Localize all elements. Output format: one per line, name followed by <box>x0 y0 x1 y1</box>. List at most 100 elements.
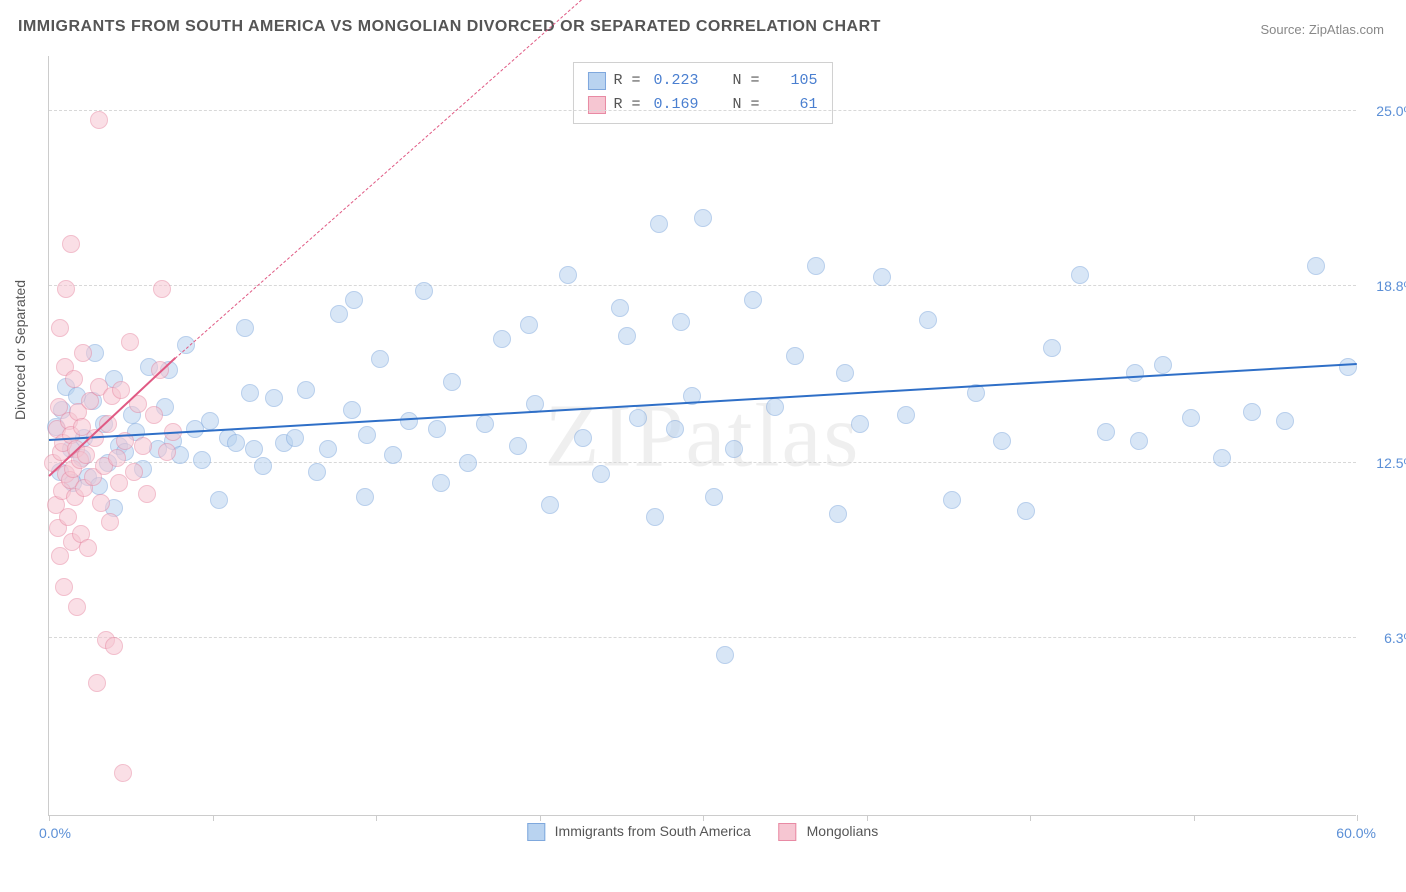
scatter-point-mongolians <box>74 344 92 362</box>
x-tick <box>867 815 868 821</box>
scatter-point-mongolians <box>110 474 128 492</box>
legend-label-1: Immigrants from South America <box>555 823 751 839</box>
scatter-point-south_america <box>343 401 361 419</box>
scatter-point-south_america <box>574 429 592 447</box>
stats-legend-box: R = 0.223 N = 105 R = 0.169 N = 61 <box>572 62 832 124</box>
x-tick <box>540 815 541 821</box>
scatter-point-mongolians <box>114 764 132 782</box>
scatter-point-south_america <box>201 412 219 430</box>
plot-area: ZIPatlas R = 0.223 N = 105 R = 0.169 N =… <box>48 56 1356 816</box>
y-tick-label: 6.3% <box>1361 630 1406 646</box>
scatter-point-south_america <box>705 488 723 506</box>
scatter-point-south_america <box>415 282 433 300</box>
scatter-point-south_america <box>744 291 762 309</box>
swatch-series-2 <box>587 96 605 114</box>
scatter-point-south_america <box>358 426 376 444</box>
y-axis-label: Divorced or Separated <box>12 280 28 420</box>
scatter-point-south_america <box>716 646 734 664</box>
scatter-point-south_america <box>443 373 461 391</box>
y-tick-label: 25.0% <box>1361 103 1406 119</box>
scatter-point-south_america <box>241 384 259 402</box>
scatter-point-south_america <box>618 327 636 345</box>
scatter-point-south_america <box>1182 409 1200 427</box>
scatter-point-south_america <box>1154 356 1172 374</box>
scatter-point-south_america <box>851 415 869 433</box>
x-tick <box>213 815 214 821</box>
scatter-point-mongolians <box>112 381 130 399</box>
scatter-point-south_america <box>1017 502 1035 520</box>
scatter-point-mongolians <box>88 674 106 692</box>
scatter-point-mongolians <box>51 547 69 565</box>
scatter-point-mongolians <box>105 637 123 655</box>
scatter-point-south_america <box>384 446 402 464</box>
scatter-point-south_america <box>897 406 915 424</box>
stats-r-value-1: 0.223 <box>648 69 698 93</box>
scatter-point-south_america <box>650 215 668 233</box>
scatter-point-south_america <box>1213 449 1231 467</box>
scatter-point-south_america <box>254 457 272 475</box>
scatter-point-south_america <box>766 398 784 416</box>
x-axis-max-label: 60.0% <box>1336 825 1376 841</box>
scatter-point-south_america <box>672 313 690 331</box>
stats-r-label: R = <box>613 93 640 117</box>
scatter-point-south_america <box>493 330 511 348</box>
scatter-point-south_america <box>836 364 854 382</box>
legend-item-1: Immigrants from South America <box>527 823 751 841</box>
stats-row-series-1: R = 0.223 N = 105 <box>587 69 817 93</box>
scatter-point-mongolians <box>138 485 156 503</box>
scatter-point-south_america <box>356 488 374 506</box>
stats-n-value-2: 61 <box>768 93 818 117</box>
scatter-point-south_america <box>592 465 610 483</box>
scatter-point-south_america <box>371 350 389 368</box>
scatter-point-south_america <box>428 420 446 438</box>
scatter-point-mongolians <box>55 578 73 596</box>
scatter-point-south_america <box>297 381 315 399</box>
scatter-point-south_america <box>476 415 494 433</box>
scatter-point-south_america <box>345 291 363 309</box>
bottom-legend: Immigrants from South America Mongolians <box>527 823 878 841</box>
x-tick <box>1030 815 1031 821</box>
scatter-point-mongolians <box>59 508 77 526</box>
scatter-point-south_america <box>873 268 891 286</box>
scatter-point-south_america <box>1130 432 1148 450</box>
scatter-point-south_america <box>400 412 418 430</box>
scatter-point-mongolians <box>68 598 86 616</box>
scatter-point-south_america <box>265 389 283 407</box>
stats-n-label: N = <box>733 69 760 93</box>
y-tick-label: 12.5% <box>1361 455 1406 471</box>
scatter-point-south_america <box>807 257 825 275</box>
chart-title: IMMIGRANTS FROM SOUTH AMERICA VS MONGOLI… <box>18 18 881 36</box>
trend-line <box>49 363 1357 441</box>
scatter-point-south_america <box>509 437 527 455</box>
scatter-point-mongolians <box>145 406 163 424</box>
scatter-point-south_america <box>177 336 195 354</box>
scatter-point-south_america <box>646 508 664 526</box>
scatter-point-south_america <box>541 496 559 514</box>
legend-label-2: Mongolians <box>807 823 879 839</box>
scatter-point-mongolians <box>134 437 152 455</box>
x-tick <box>703 815 704 821</box>
scatter-point-south_america <box>725 440 743 458</box>
scatter-point-mongolians <box>121 333 139 351</box>
scatter-point-south_america <box>829 505 847 523</box>
gridline <box>49 637 1356 638</box>
scatter-point-mongolians <box>92 494 110 512</box>
scatter-point-mongolians <box>65 370 83 388</box>
legend-swatch-2 <box>779 823 797 841</box>
scatter-point-south_america <box>611 299 629 317</box>
x-axis-min-label: 0.0% <box>39 825 71 841</box>
scatter-point-mongolians <box>153 280 171 298</box>
gridline <box>49 285 1356 286</box>
scatter-point-mongolians <box>62 235 80 253</box>
scatter-point-south_america <box>193 451 211 469</box>
stats-r-label: R = <box>613 69 640 93</box>
scatter-point-south_america <box>1243 403 1261 421</box>
scatter-point-mongolians <box>158 443 176 461</box>
stats-n-label: N = <box>733 93 760 117</box>
scatter-point-south_america <box>1307 257 1325 275</box>
stats-r-value-2: 0.169 <box>648 93 698 117</box>
scatter-point-south_america <box>319 440 337 458</box>
swatch-series-1 <box>587 72 605 90</box>
trend-line-dashed <box>175 0 616 359</box>
scatter-point-south_america <box>629 409 647 427</box>
